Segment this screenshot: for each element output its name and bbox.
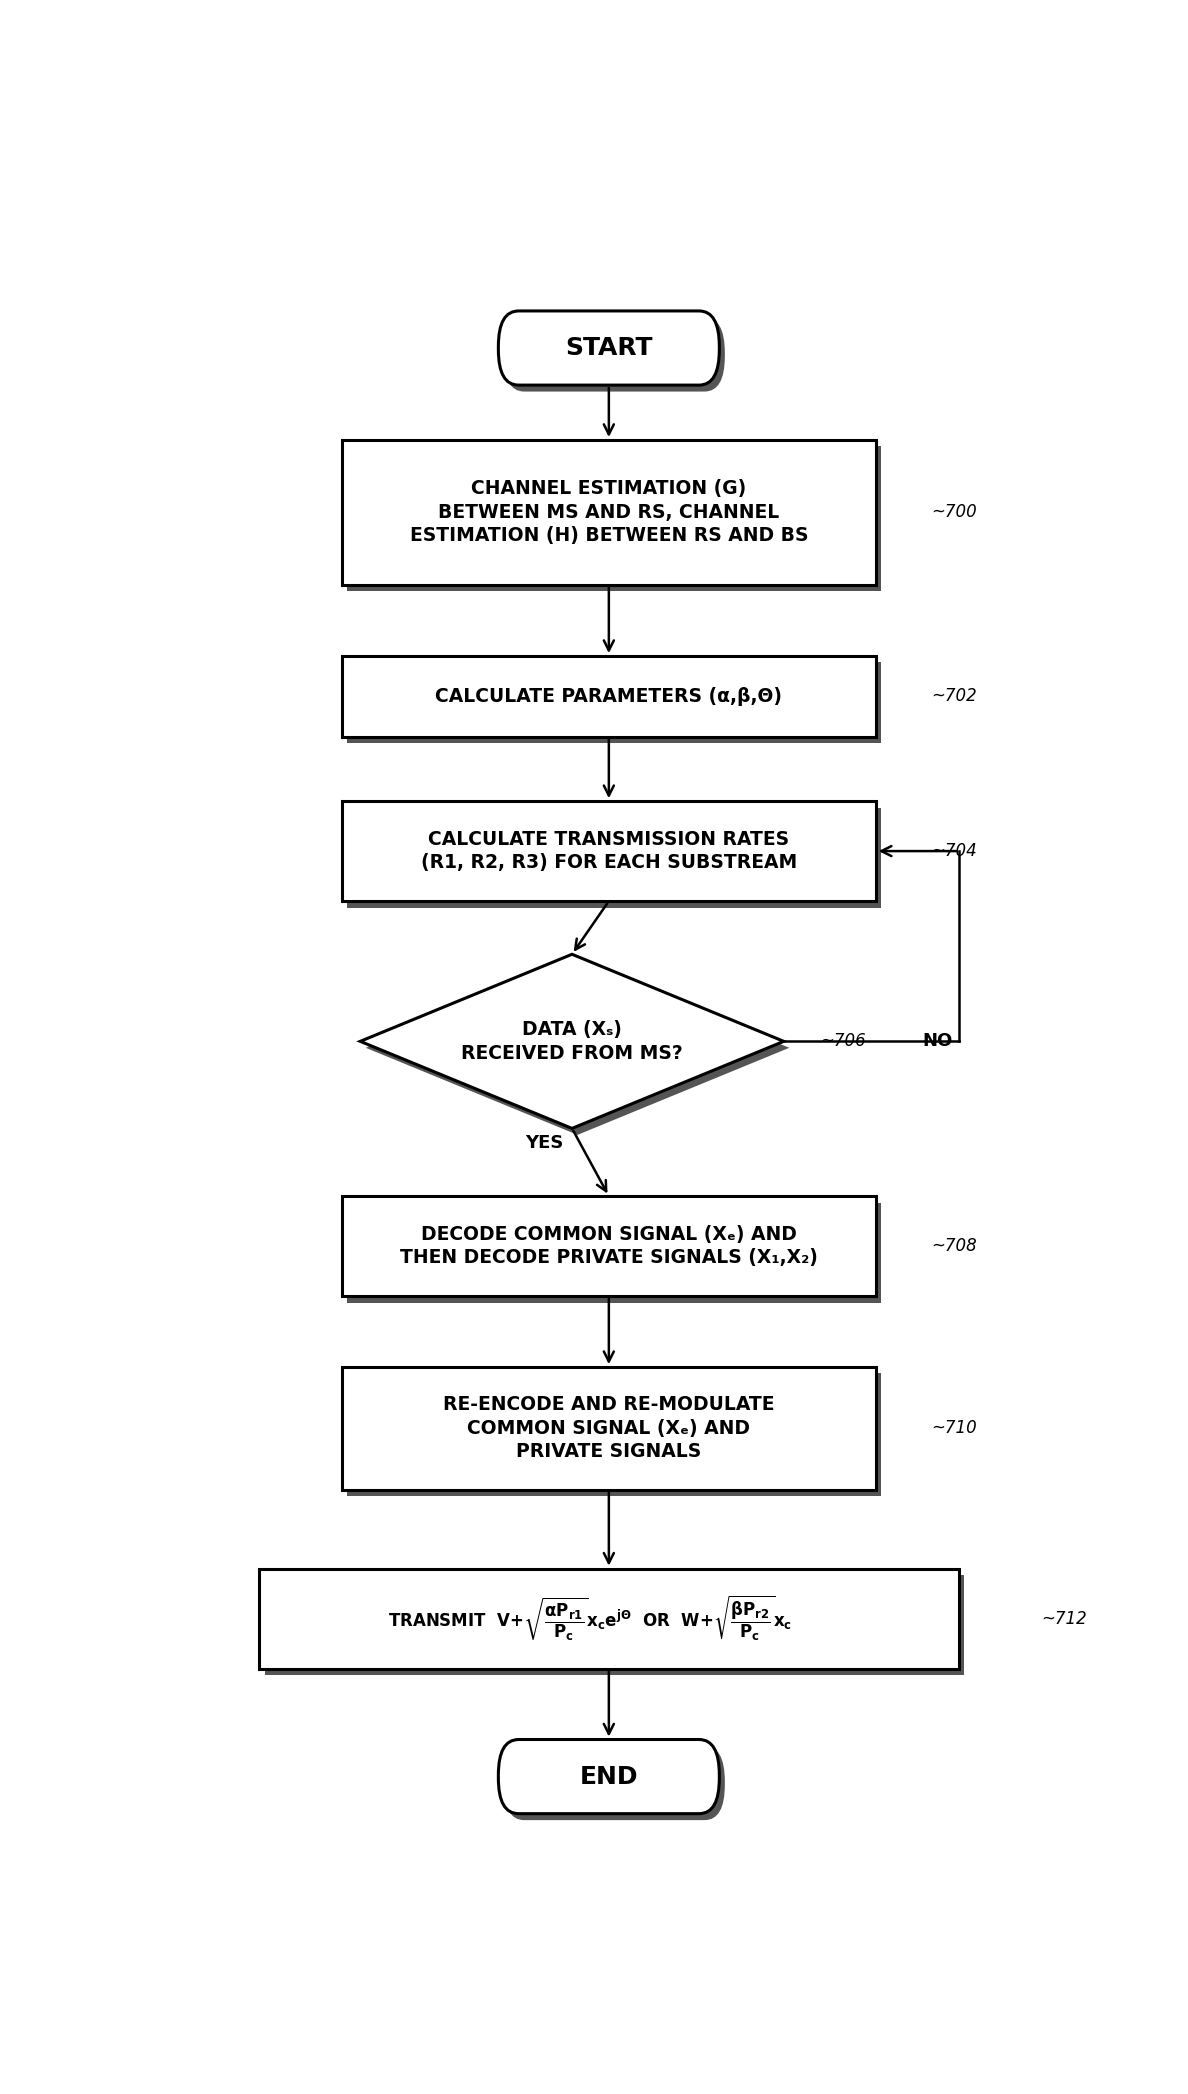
Polygon shape [360, 955, 784, 1129]
FancyBboxPatch shape [342, 1367, 876, 1489]
Text: ~704: ~704 [931, 842, 977, 861]
FancyBboxPatch shape [342, 655, 876, 737]
Text: YES: YES [525, 1135, 563, 1152]
FancyBboxPatch shape [265, 1575, 965, 1675]
Text: ~702: ~702 [931, 687, 977, 706]
FancyBboxPatch shape [347, 662, 881, 743]
Text: TRANSMIT  $\mathbf{V}$+$\sqrt{\dfrac{\mathbf{\alpha P_{r1}}}{\mathbf{P_c}}}$$\ma: TRANSMIT $\mathbf{V}$+$\sqrt{\dfrac{\mat… [388, 1594, 792, 1644]
FancyBboxPatch shape [347, 808, 881, 907]
Text: NO: NO [922, 1032, 952, 1051]
Text: RE-ENCODE AND RE-MODULATE
COMMON SIGNAL (Xₑ) AND
PRIVATE SIGNALS: RE-ENCODE AND RE-MODULATE COMMON SIGNAL … [443, 1395, 775, 1462]
Text: CALCULATE PARAMETERS (α,β,Θ): CALCULATE PARAMETERS (α,β,Θ) [435, 687, 783, 706]
Text: ~708: ~708 [931, 1238, 977, 1254]
FancyBboxPatch shape [499, 1740, 720, 1813]
FancyBboxPatch shape [347, 1374, 881, 1495]
FancyBboxPatch shape [347, 446, 881, 591]
FancyBboxPatch shape [504, 1746, 725, 1820]
Polygon shape [366, 961, 789, 1135]
Text: END: END [580, 1765, 638, 1788]
Text: ~700: ~700 [931, 503, 977, 521]
FancyBboxPatch shape [347, 1202, 881, 1302]
FancyBboxPatch shape [342, 802, 876, 900]
FancyBboxPatch shape [259, 1568, 959, 1669]
Text: START: START [565, 335, 652, 360]
Text: ~710: ~710 [931, 1420, 977, 1436]
Text: ~712: ~712 [1042, 1610, 1087, 1627]
FancyBboxPatch shape [504, 318, 725, 392]
FancyBboxPatch shape [342, 1196, 876, 1296]
Text: CHANNEL ESTIMATION (G)
BETWEEN MS AND RS, CHANNEL
ESTIMATION (H) BETWEEN RS AND : CHANNEL ESTIMATION (G) BETWEEN MS AND RS… [410, 480, 808, 544]
Text: CALCULATE TRANSMISSION RATES
(R1, R2, R3) FOR EACH SUBSTREAM: CALCULATE TRANSMISSION RATES (R1, R2, R3… [421, 829, 797, 873]
Text: DECODE COMMON SIGNAL (Xₑ) AND
THEN DECODE PRIVATE SIGNALS (X₁,X₂): DECODE COMMON SIGNAL (Xₑ) AND THEN DECOD… [400, 1225, 817, 1267]
Text: ~706: ~706 [821, 1032, 866, 1051]
Text: DATA (Xₛ)
RECEIVED FROM MS?: DATA (Xₛ) RECEIVED FROM MS? [461, 1020, 683, 1062]
FancyBboxPatch shape [499, 310, 720, 385]
FancyBboxPatch shape [342, 440, 876, 584]
